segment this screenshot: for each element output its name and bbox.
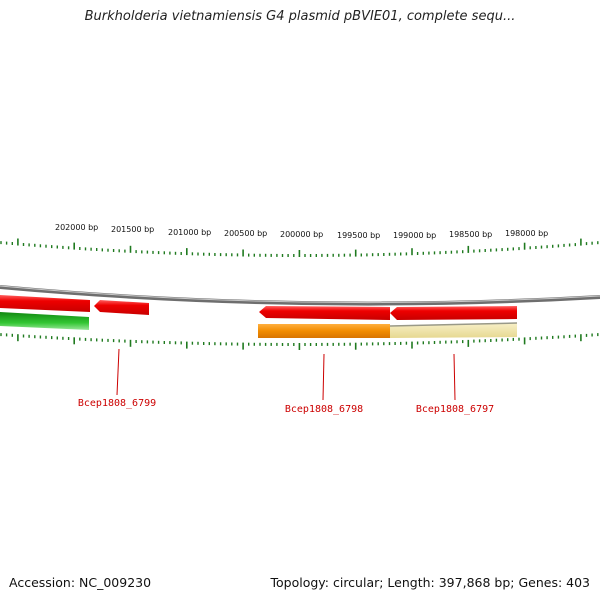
gene-label-bcep1808-6797[interactable]: Bcep1808_6797 — [416, 404, 494, 415]
ruler-label: 200500 bp — [224, 229, 267, 238]
plasmid-backbone-highlight — [0, 285, 600, 304]
ruler-label: 198000 bp — [505, 229, 548, 238]
plasmid-backbone — [0, 285, 600, 306]
gene-feature-bcep1808-6799[interactable] — [94, 300, 149, 315]
ruler-label: 200000 bp — [280, 230, 323, 239]
ruler-label: 201500 bp — [111, 225, 154, 234]
gene-feature[interactable] — [0, 295, 90, 312]
map-title: Burkholderia vietnamiensis G4 plasmid pB… — [84, 9, 516, 24]
gene-feature-bcep1808-6798[interactable] — [259, 306, 390, 320]
gene-labels: Bcep1808_6799 Bcep1808_6798 Bcep1808_679… — [78, 398, 494, 415]
gene-label-leaders — [116, 348, 456, 401]
gene-feature-khaki[interactable] — [390, 323, 517, 338]
ruler-label: 202000 bp — [55, 223, 98, 232]
gene-feature-bcep1808-6797[interactable] — [390, 306, 517, 320]
ruler-ticks-top — [0, 238, 599, 257]
ruler-label: 201000 bp — [168, 228, 211, 237]
ruler-label: 198500 bp — [449, 230, 492, 239]
ruler-label: 199000 bp — [393, 231, 436, 240]
gene-features — [0, 295, 518, 338]
ruler-labels: 202000 bp 201500 bp 201000 bp 200500 bp … — [55, 223, 548, 240]
ruler-label: 199500 bp — [337, 231, 380, 240]
gene-label-bcep1808-6799[interactable]: Bcep1808_6799 — [78, 398, 156, 409]
ruler-ticks-bottom — [0, 333, 599, 350]
gene-label-bcep1808-6798[interactable]: Bcep1808_6798 — [285, 404, 363, 415]
accession-text: Accession: NC_009230 — [9, 575, 152, 590]
topology-summary: Topology: circular; Length: 397,868 bp; … — [270, 575, 591, 590]
gene-feature-khaki-edge — [389, 322, 518, 327]
gene-feature[interactable] — [0, 312, 89, 330]
gene-feature-orange[interactable] — [258, 324, 390, 338]
